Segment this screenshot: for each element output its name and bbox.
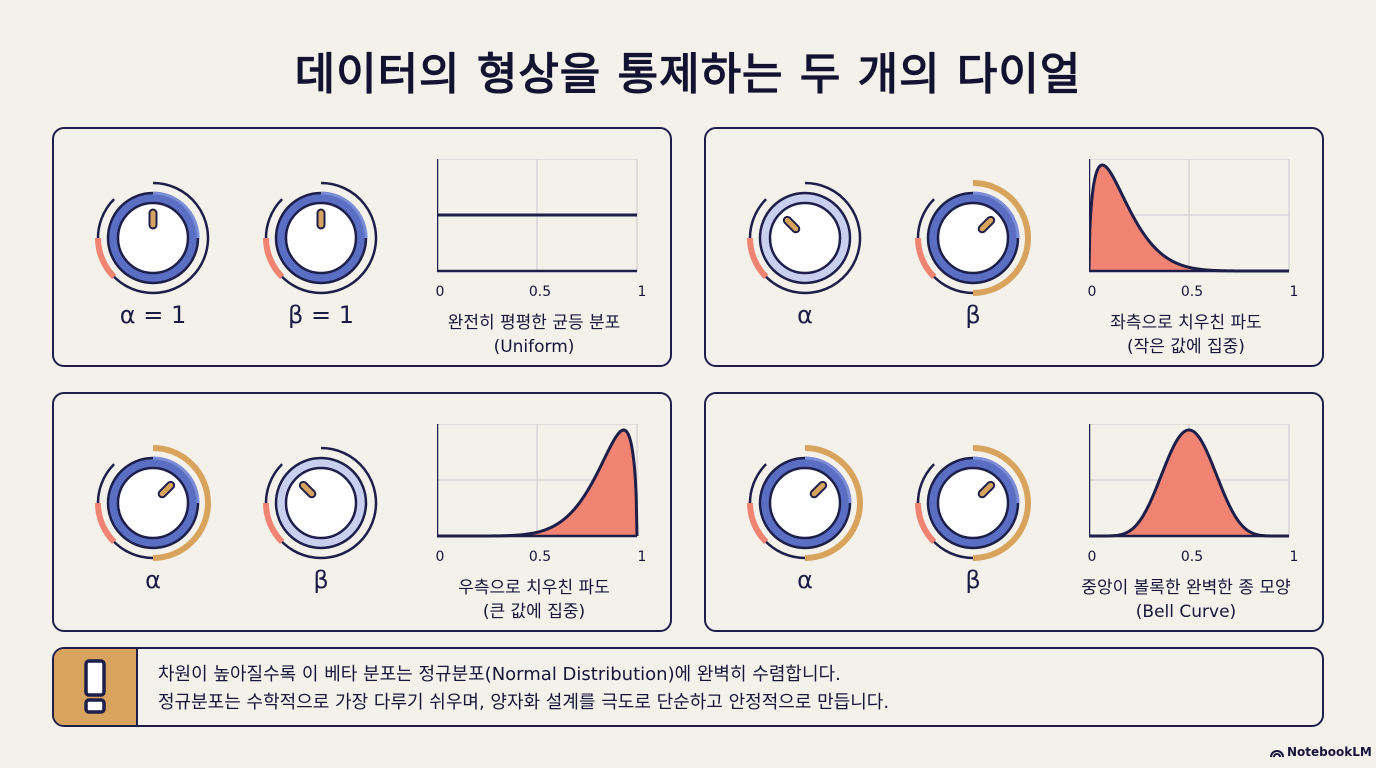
- caption-line-1: 완전히 평평한 균등 분포: [447, 313, 621, 333]
- x-tick-0.5: 0.5: [528, 284, 552, 300]
- x-tick-1: 1: [1289, 549, 1299, 565]
- distribution-chart: [1089, 159, 1290, 273]
- knob-ring-shine: [320, 191, 368, 239]
- panel-left-skew: α β 0 0.5 1 좌측으로 치우친 파도 (작은 값에 집중): [704, 127, 1324, 367]
- exclamation-icon: [84, 659, 106, 714]
- beta-label: β: [965, 566, 981, 594]
- panel-caption: 우측으로 치우친 파도 (큰 값에 집중): [384, 576, 684, 624]
- knob-min-zone: [915, 502, 937, 545]
- knob-face: [116, 466, 190, 540]
- knob-ring-shine: [972, 456, 1020, 504]
- alpha-label: α: [145, 566, 161, 594]
- x-tick-0: 0: [435, 284, 445, 300]
- panel-right-skew: α β 0 0.5 1 우측으로 치우친 파도 (큰 값에 집중): [52, 392, 672, 632]
- beta-label: β: [965, 301, 981, 329]
- x-tick-1: 1: [1289, 284, 1299, 300]
- knob-indicator: [979, 482, 994, 497]
- panel-uniform: α = 1 β = 1 0 0.5 1 완전히 평평한 균등 분포 (Unifo…: [52, 127, 672, 367]
- knob-face: [936, 466, 1010, 540]
- knob-face: [116, 201, 190, 275]
- alpha-knob[interactable]: [91, 176, 215, 300]
- knob-min-zone: [747, 502, 769, 545]
- knob-highlight-arc: [804, 445, 863, 561]
- knob-indicator: [784, 217, 799, 232]
- caption-line-2: (Bell Curve): [1135, 602, 1237, 622]
- knob-ring-shine: [972, 191, 1020, 239]
- knob-ring-shine: [152, 456, 200, 504]
- density-curve: [1089, 428, 1290, 538]
- page-title: 데이터의 형상을 통제하는 두 개의 다이얼: [294, 49, 1082, 100]
- knob-face: [284, 201, 358, 275]
- caption-line-1: 우측으로 치우친 파도: [458, 578, 610, 598]
- density-area: [1089, 165, 1289, 271]
- warning-box: [54, 649, 138, 725]
- knob-indicator: [300, 482, 315, 497]
- knob-ring-shine: [152, 191, 200, 239]
- x-tick-0: 0: [1087, 284, 1097, 300]
- knob-highlight-arc: [972, 445, 1031, 561]
- beta-knob[interactable]: [259, 176, 383, 300]
- panel-caption: 중앙이 볼록한 완벽한 종 모양 (Bell Curve): [1036, 576, 1336, 624]
- beta-knob[interactable]: [911, 441, 1035, 565]
- knob-indicator: [979, 217, 994, 232]
- brand-mark: NotebookLM: [1270, 745, 1372, 759]
- density-area: [437, 430, 637, 536]
- panel-caption: 완전히 평평한 균등 분포 (Uniform): [384, 311, 684, 359]
- knob-ring-shine: [804, 456, 852, 504]
- panel-caption: 좌측으로 치우친 파도 (작은 값에 집중): [1036, 311, 1336, 359]
- info-callout: 차원이 높아질수록 이 베타 분포는 정규분포(Normal Distribut…: [52, 647, 1324, 727]
- knob-min-zone: [263, 502, 285, 545]
- knob-indicator: [159, 482, 174, 497]
- knob-face: [284, 466, 358, 540]
- alpha-knob[interactable]: [91, 441, 215, 565]
- caption-line-2: (Uniform): [493, 337, 575, 357]
- caption-line-2: (작은 값에 집중): [1127, 337, 1245, 357]
- knob-highlight-arc: [972, 180, 1031, 296]
- x-tick-0.5: 0.5: [528, 549, 552, 565]
- x-tick-0: 0: [435, 549, 445, 565]
- callout-text: 차원이 높아질수록 이 베타 분포는 정규분포(Normal Distribut…: [158, 661, 889, 717]
- beta-label: β: [313, 566, 329, 594]
- caption-line-1: 좌측으로 치우친 파도: [1110, 313, 1262, 333]
- knob-face: [936, 201, 1010, 275]
- notebooklm-logo-icon: [1270, 749, 1284, 757]
- alpha-label: α: [797, 301, 813, 329]
- knob-highlight-arc: [152, 445, 211, 561]
- distribution-chart: [1089, 424, 1290, 538]
- brand-name: NotebookLM: [1287, 745, 1372, 759]
- knob-min-zone: [747, 237, 769, 280]
- x-tick-1: 1: [637, 284, 647, 300]
- callout-line-1: 차원이 높아질수록 이 베타 분포는 정규분포(Normal Distribut…: [158, 664, 841, 685]
- beta-label: β = 1: [288, 301, 354, 329]
- callout-line-2: 정규분포는 수학적으로 가장 다루기 쉬우며, 양자화 설계를 극도로 단순하고…: [158, 692, 890, 713]
- distribution-chart: [437, 159, 638, 273]
- caption-line-1: 중앙이 볼록한 완벽한 종 모양: [1081, 578, 1291, 598]
- x-tick-1: 1: [637, 549, 647, 565]
- distribution-chart: [437, 424, 639, 538]
- density-area: [1089, 430, 1289, 536]
- alpha-label: α: [797, 566, 813, 594]
- beta-knob[interactable]: [259, 441, 383, 565]
- knob-min-zone: [263, 237, 285, 280]
- caption-line-2: (큰 값에 집중): [482, 602, 586, 622]
- x-tick-0.5: 0.5: [1180, 284, 1204, 300]
- knob-min-zone: [95, 502, 117, 545]
- alpha-label: α = 1: [119, 301, 187, 329]
- knob-min-zone: [95, 237, 117, 280]
- knob-min-zone: [915, 237, 937, 280]
- beta-knob[interactable]: [911, 176, 1035, 300]
- x-tick-0: 0: [1087, 549, 1097, 565]
- panel-bell-curve: α β 0 0.5 1 중앙이 볼록한 완벽한 종 모양 (Bell Curve…: [704, 392, 1324, 632]
- alpha-knob[interactable]: [743, 176, 867, 300]
- alpha-knob[interactable]: [743, 441, 867, 565]
- x-tick-0.5: 0.5: [1180, 549, 1204, 565]
- knob-indicator: [811, 482, 826, 497]
- knob-face: [768, 201, 842, 275]
- knob-face: [768, 466, 842, 540]
